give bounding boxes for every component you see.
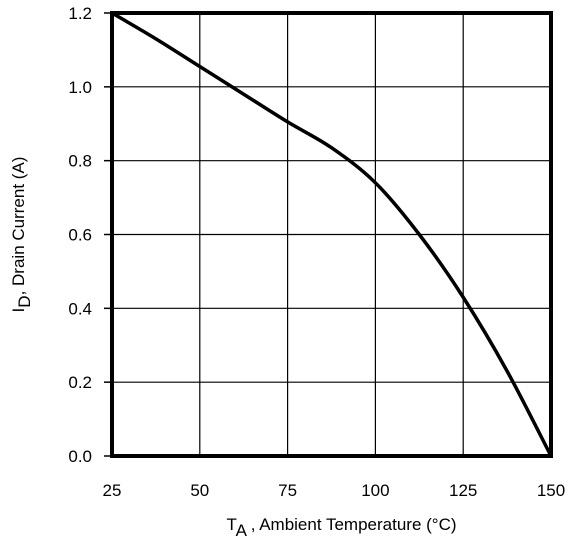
y-tick-label: 0.2 [68,373,92,392]
x-tick-label: 150 [537,481,565,500]
y-axis-label-sub: D [15,295,34,307]
y-axis-label: ID, Drain Current (A) [9,157,34,313]
x-axis-label-sub: A [236,521,248,540]
series-group [110,11,553,458]
x-tick-label: 75 [278,481,297,500]
y-tick-label: 1.2 [68,4,92,23]
y-tick-label: 0.8 [68,152,92,171]
x-axis-label: TA , Ambient Temperature (°C) [226,515,456,540]
axis-ticks [104,12,112,457]
series-line [110,11,553,458]
y-tick-label: 1.0 [68,78,92,97]
grid-lines [112,13,551,456]
y-axis-label-rest: , Drain Current (A) [9,157,28,296]
x-tick-labels: 25 50 75 100 125 150 [103,481,566,500]
y-tick-label: 0.0 [68,447,92,466]
x-axis-label-rest: , Ambient Temperature (°C) [246,515,457,534]
x-axis-label-main: T [226,515,236,534]
y-tick-label: 0.6 [68,226,92,245]
x-tick-label: 100 [361,481,389,500]
x-tick-label: 25 [103,481,122,500]
x-tick-label: 50 [190,481,209,500]
y-tick-label: 0.4 [68,299,92,318]
y-axis-label-main: I [9,308,28,313]
x-tick-label: 125 [449,481,477,500]
y-tick-labels: 0.0 0.2 0.4 0.6 0.8 1.0 1.2 [68,4,92,466]
